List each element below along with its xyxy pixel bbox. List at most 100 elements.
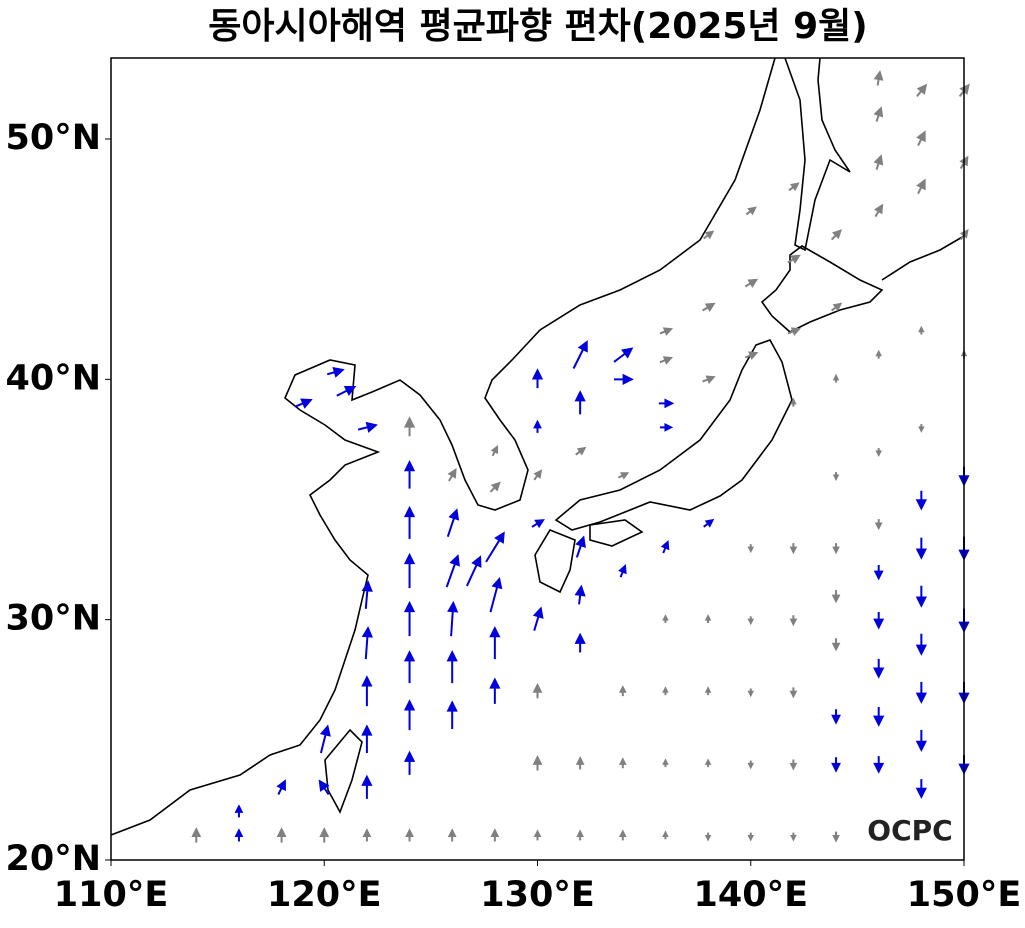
wave-arrow — [747, 544, 755, 554]
wave-arrow — [446, 508, 460, 538]
wave-arrow — [618, 564, 627, 578]
wave-arrow — [489, 481, 501, 493]
wave-arrow — [745, 206, 757, 216]
wave-arrow — [466, 555, 482, 587]
wave-arrow — [403, 699, 416, 731]
wave-arrow — [618, 685, 627, 697]
y-tick-label: 30°N — [6, 599, 102, 639]
wave-arrow — [873, 70, 884, 86]
wave-arrow — [613, 347, 634, 363]
wave-arrow — [831, 638, 841, 652]
wave-arrow — [916, 130, 926, 147]
wave-arrow — [336, 385, 357, 397]
wave-arrow — [662, 830, 669, 840]
shikoku — [589, 519, 644, 547]
wave-arrow — [744, 351, 759, 360]
wave-arrow — [318, 779, 330, 796]
honshu — [554, 339, 793, 531]
wave-arrow — [575, 535, 586, 558]
logo: OCPC — [867, 814, 952, 847]
wave-arrow — [533, 469, 543, 481]
wave-arrow — [873, 706, 885, 727]
wave-arrow — [787, 327, 801, 336]
wave-arrow — [789, 759, 798, 771]
wave-arrow — [447, 600, 459, 637]
wave-arrow — [485, 531, 505, 563]
wave-arrow — [831, 757, 841, 773]
wave-arrow — [704, 832, 712, 842]
wave-arrow — [574, 390, 586, 415]
wave-arrow — [832, 373, 840, 383]
wave-arrow — [403, 600, 416, 637]
wave-arrow — [319, 827, 330, 843]
wave-arrow — [873, 154, 884, 170]
wave-arrow — [403, 416, 416, 437]
wave-arrow — [403, 505, 416, 539]
wave-arrow — [618, 829, 627, 841]
y-tick-label: 50°N — [6, 118, 102, 158]
wave-arrow — [831, 709, 841, 725]
wave-arrow — [788, 182, 800, 192]
wave-arrow — [617, 472, 630, 480]
wave-arrow — [874, 203, 884, 218]
wave-arrow — [403, 750, 416, 775]
wave-arrow — [361, 724, 373, 754]
wave-arrow — [915, 633, 927, 656]
wave-arrow — [234, 828, 244, 842]
taiwan — [324, 728, 363, 814]
mainland-coast — [110, 57, 776, 836]
wave-arrow — [744, 278, 759, 288]
wave-arrow — [658, 398, 675, 409]
wave-arrow — [915, 779, 927, 799]
map-frame — [110, 57, 965, 861]
wave-arrow — [490, 828, 500, 842]
wave-arrow — [873, 564, 884, 581]
wave-arrow — [703, 230, 715, 240]
wave-arrow — [575, 756, 585, 770]
wave-arrow — [489, 626, 501, 660]
wave-arrow — [789, 687, 798, 699]
wave-arrow — [915, 585, 927, 608]
wave-arrow — [662, 614, 669, 623]
x-tick-label: 150°E — [907, 875, 1021, 915]
wave-arrow — [659, 423, 674, 432]
wave-arrow — [234, 804, 244, 818]
wave-arrow — [873, 611, 885, 630]
wave-arrow — [574, 632, 586, 653]
wave-arrow — [832, 472, 840, 481]
wave-arrow — [326, 366, 345, 378]
wave-arrow — [830, 229, 843, 241]
wave-arrow — [787, 254, 801, 264]
map-title: 동아시아해역 평균파향 편차(2025년 9월) — [208, 6, 867, 47]
x-tick-label: 130°E — [480, 875, 594, 915]
wave-arrow — [790, 397, 797, 407]
wave-arrow — [361, 675, 373, 707]
wave-arrow — [875, 448, 882, 457]
x-tick-label: 120°E — [267, 875, 381, 915]
hokkaido — [760, 245, 884, 333]
wave-arrow — [531, 368, 544, 389]
x-tick-label: 110°E — [54, 875, 168, 915]
wave-arrow — [574, 584, 586, 605]
wave-arrow — [789, 543, 798, 555]
wave-vectors — [191, 70, 970, 843]
wave-arrow — [618, 757, 627, 769]
wave-arrow — [918, 325, 925, 335]
wave-arrow — [532, 682, 543, 699]
wave-arrow — [490, 445, 499, 457]
wave-arrow — [361, 580, 373, 609]
wave-arrow — [789, 615, 798, 627]
wave-arrow — [874, 519, 883, 531]
wave-arrow — [532, 755, 543, 771]
wave-arrow — [403, 650, 416, 684]
wave-arrow — [873, 756, 885, 774]
wave-arrow — [915, 537, 927, 560]
wave-arrow — [489, 576, 503, 613]
wave-arrow — [576, 829, 584, 841]
wave-arrow — [276, 827, 287, 843]
wave-arrow — [659, 327, 674, 336]
wave-arrow — [790, 832, 797, 842]
wave-arrow — [405, 828, 414, 842]
wave-arrow — [873, 658, 885, 679]
